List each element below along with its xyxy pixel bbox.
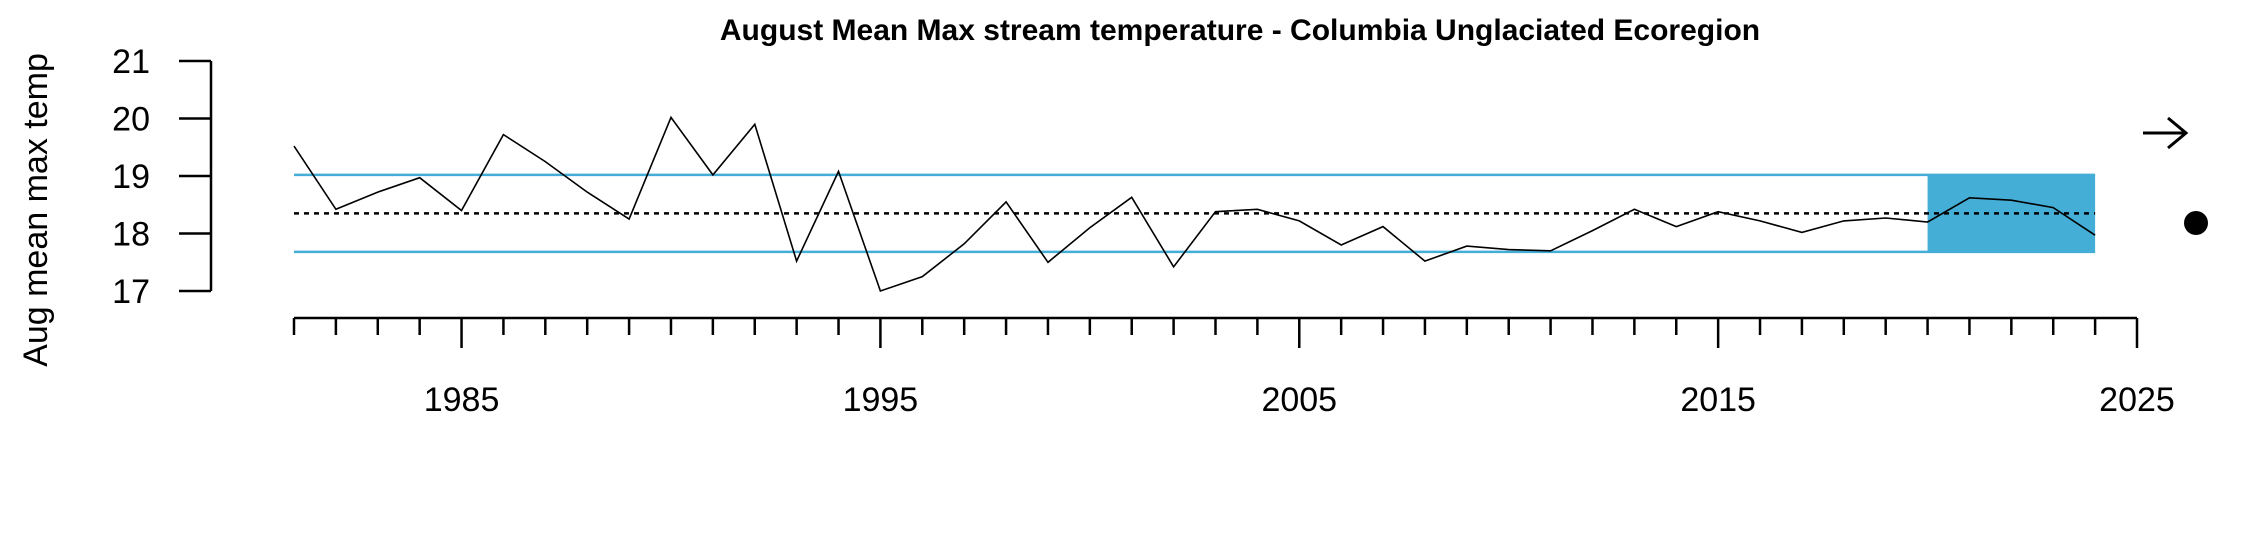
temperature-series [293,115,2096,293]
y-tick-label-21: 21 [112,43,150,81]
y-tick-label-18: 18 [112,216,150,254]
y-axis-label: Aug mean max temp [17,53,55,367]
x-tick-label-1995: 1995 [843,381,919,419]
x-tick-label-2025: 2025 [2099,381,2175,419]
highlight-box [1927,174,2096,252]
trend-indicator [2143,116,2208,235]
x-tick-label-2015: 2015 [1680,381,1756,419]
dot-icon [2184,211,2208,235]
y-tick-label-19: 19 [112,158,150,196]
x-tick-label-2005: 2005 [1261,381,1337,419]
right-arrow-icon [2143,116,2189,150]
x-tick-label-1985: 1985 [424,381,500,419]
y-axis: 17 18 19 20 21 [112,43,213,311]
chart-title: August Mean Max stream temperature - Col… [720,14,1760,47]
y-tick-label-17: 17 [112,273,150,311]
y-tick-label-20: 20 [112,101,150,139]
x-axis: 1985 1995 2005 2015 2025 [292,316,2175,419]
reference-band [294,173,2096,254]
series-line [293,115,2096,293]
